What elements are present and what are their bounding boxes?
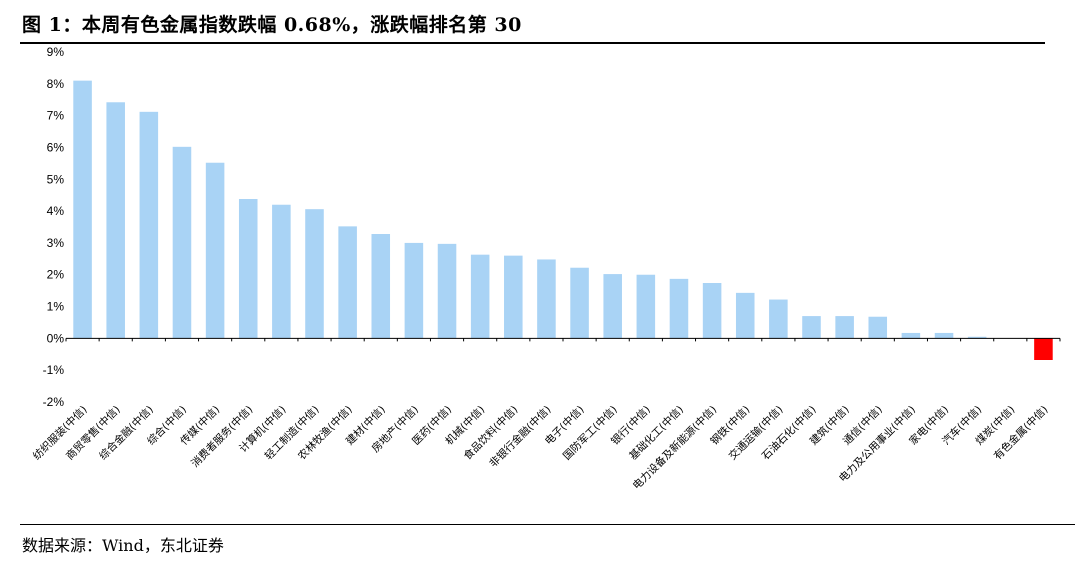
bar bbox=[735, 292, 755, 339]
title-rule bbox=[20, 42, 1045, 44]
y-tick-label: 2% bbox=[47, 268, 65, 282]
bar-series bbox=[73, 80, 1053, 360]
bar bbox=[106, 102, 125, 339]
bar bbox=[504, 255, 523, 339]
bar bbox=[802, 316, 821, 339]
source-note: 数据来源：Wind，东北证券 bbox=[22, 536, 224, 555]
bar bbox=[404, 242, 424, 339]
x-axis-labels: 纺织服装(中信)商贸零售(中信)综合金融(中信)综合(中信)传媒(中信)消费者服… bbox=[30, 403, 1050, 492]
bar bbox=[172, 146, 192, 339]
y-tick-label: -2% bbox=[43, 395, 65, 409]
y-tick-label: 5% bbox=[47, 172, 65, 186]
bar bbox=[437, 243, 457, 339]
bar bbox=[835, 316, 854, 339]
footer-rule bbox=[20, 524, 1075, 525]
y-tick-label: 6% bbox=[47, 140, 65, 154]
bar bbox=[603, 274, 622, 339]
bar bbox=[967, 336, 987, 339]
bar bbox=[470, 254, 490, 339]
bar bbox=[636, 274, 656, 339]
x-axis bbox=[65, 337, 1061, 342]
bar bbox=[537, 259, 556, 339]
bar bbox=[570, 267, 589, 339]
bar bbox=[669, 278, 689, 339]
bar bbox=[769, 299, 788, 339]
x-category-label: 非银行金融(中信) bbox=[487, 403, 554, 470]
y-axis: 9% 8% 7% 6% 5% 4% 3% 2% 1% 0% -1% -2% bbox=[43, 45, 65, 409]
bar bbox=[371, 234, 391, 339]
bar bbox=[901, 332, 921, 339]
bar bbox=[238, 199, 258, 339]
y-tick-label: 0% bbox=[47, 331, 65, 345]
bar bbox=[338, 226, 357, 339]
y-tick-label: 9% bbox=[47, 45, 65, 59]
page-title: 图 1：本周有色金属指数跌幅 0.68%，涨跌幅排名第 30 bbox=[22, 14, 522, 36]
bar bbox=[305, 209, 324, 339]
bar bbox=[868, 316, 888, 339]
y-tick-label: -1% bbox=[43, 363, 65, 377]
bar bbox=[73, 80, 92, 339]
bar bbox=[934, 332, 954, 339]
y-tick-label: 7% bbox=[47, 109, 65, 123]
bar bbox=[139, 111, 159, 339]
y-tick-label: 4% bbox=[47, 204, 65, 218]
y-tick-label: 3% bbox=[47, 236, 65, 250]
bar bbox=[702, 283, 722, 339]
bar bbox=[205, 162, 225, 339]
bar bbox=[272, 204, 291, 339]
x-category-label: 消费者服务(中信) bbox=[188, 403, 255, 470]
y-tick-label: 8% bbox=[47, 77, 65, 91]
y-tick-label: 1% bbox=[47, 300, 65, 314]
bar bbox=[1034, 338, 1053, 360]
